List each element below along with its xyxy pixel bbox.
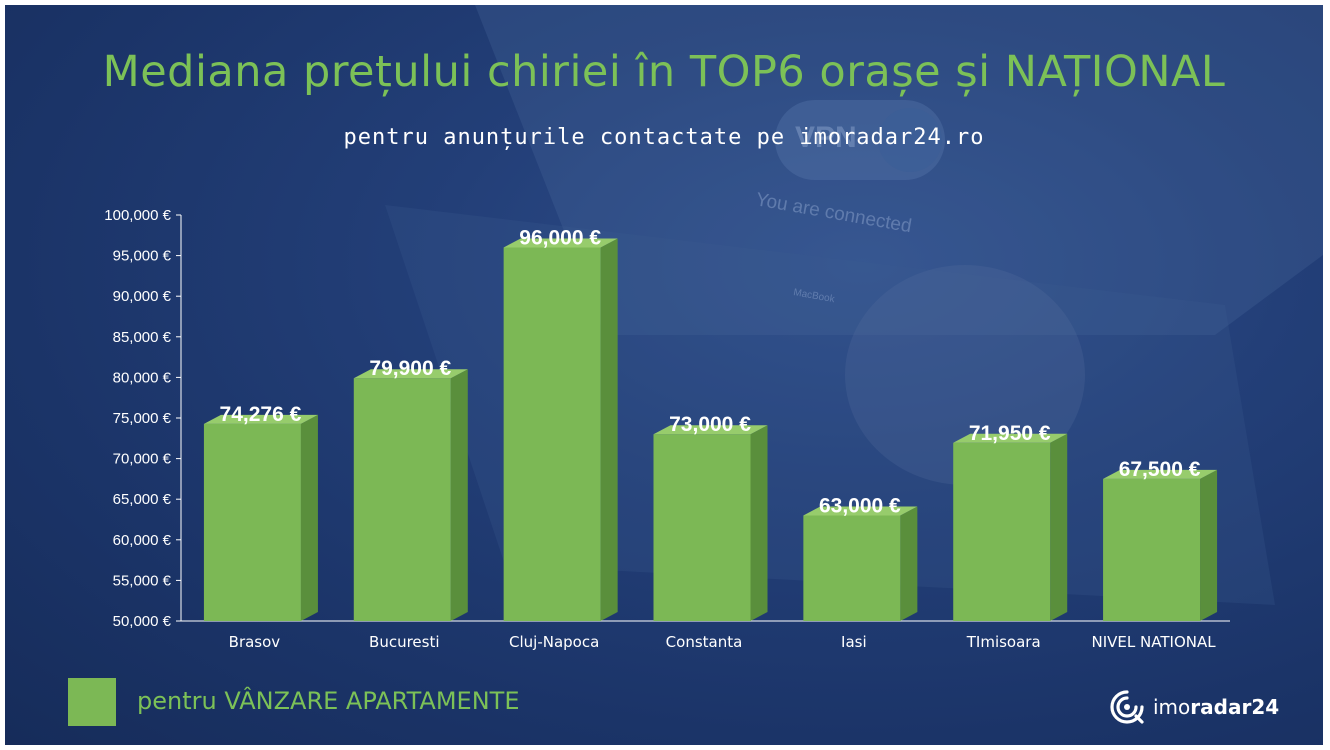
bar-side xyxy=(450,369,468,621)
bar-top xyxy=(803,506,918,516)
x-tick-label: Bucuresti xyxy=(369,633,439,651)
bar-side xyxy=(600,238,618,622)
bar-side xyxy=(900,506,918,621)
y-tick-label: 100,000 € xyxy=(104,207,171,224)
bar-top xyxy=(1103,469,1218,479)
y-tick-label: 55,000 € xyxy=(113,572,172,589)
bar xyxy=(203,423,301,621)
bar-top xyxy=(653,425,768,435)
x-tick-label: Brasov xyxy=(229,633,281,651)
legend-label: pentru VÂNZARE APARTAMENTE xyxy=(137,687,520,715)
bar xyxy=(953,442,1051,621)
data-label: 96,000 € xyxy=(519,226,601,249)
bar-side xyxy=(750,425,768,621)
data-label: 63,000 € xyxy=(819,494,901,517)
bar-top xyxy=(353,369,468,379)
data-label: 79,900 € xyxy=(369,357,451,380)
chart-frame: VPN You are connected MacBook Mediana pr… xyxy=(5,5,1323,745)
legend-swatch xyxy=(68,678,116,726)
y-tick-label: 60,000 € xyxy=(113,532,172,549)
radar-signal-icon xyxy=(1110,690,1144,724)
bar-top xyxy=(503,238,618,248)
logo-text-prefix: imo xyxy=(1153,695,1191,719)
bar-top xyxy=(203,414,318,424)
bar xyxy=(653,434,751,621)
bar-chart: 50,000 € 55,000 € 60,000 € 65,000 € 70,000 €… xyxy=(104,207,1230,651)
y-tick-label: 85,000 € xyxy=(113,329,172,346)
x-tick-label: NIVEL NATIONAL xyxy=(1092,633,1217,651)
x-tick-label: Iasi xyxy=(841,633,867,651)
y-tick-label: 90,000 € xyxy=(113,288,172,305)
x-tick-label: Constanta xyxy=(666,633,743,651)
logo-text: imoradar24 xyxy=(1153,695,1279,719)
data-label: 67,500 € xyxy=(1119,458,1201,481)
y-tick-label: 80,000 € xyxy=(113,369,172,386)
y-tick-label: 70,000 € xyxy=(113,451,172,468)
bar xyxy=(1103,478,1201,621)
y-tick-label: 65,000 € xyxy=(113,491,172,508)
bar-side xyxy=(1050,433,1068,621)
bar-side xyxy=(300,414,318,621)
x-tick-label: TImisoara xyxy=(966,633,1041,651)
bar-top xyxy=(953,433,1068,443)
bar xyxy=(503,247,601,622)
bar xyxy=(353,378,451,621)
y-tick-label: 95,000 € xyxy=(113,248,172,265)
data-label: 73,000 € xyxy=(669,413,751,436)
imoradar24-logo: imoradar24 xyxy=(1109,689,1279,725)
x-tick-label: Cluj-Napoca xyxy=(509,633,599,651)
bar xyxy=(803,515,901,621)
y-tick-label: 50,000 € xyxy=(113,613,172,630)
data-label: 74,276 € xyxy=(220,403,302,426)
y-tick-label: 75,000 € xyxy=(113,410,172,427)
chart-title: Mediana prețului chiriei în TOP6 orașe ș… xyxy=(102,47,1226,97)
chart-subtitle: pentru anunțurile contactate pe imoradar… xyxy=(343,125,985,150)
logo-text-suffix: radar24 xyxy=(1190,695,1280,719)
data-label: 71,950 € xyxy=(969,422,1051,445)
bar-side xyxy=(1200,469,1218,621)
